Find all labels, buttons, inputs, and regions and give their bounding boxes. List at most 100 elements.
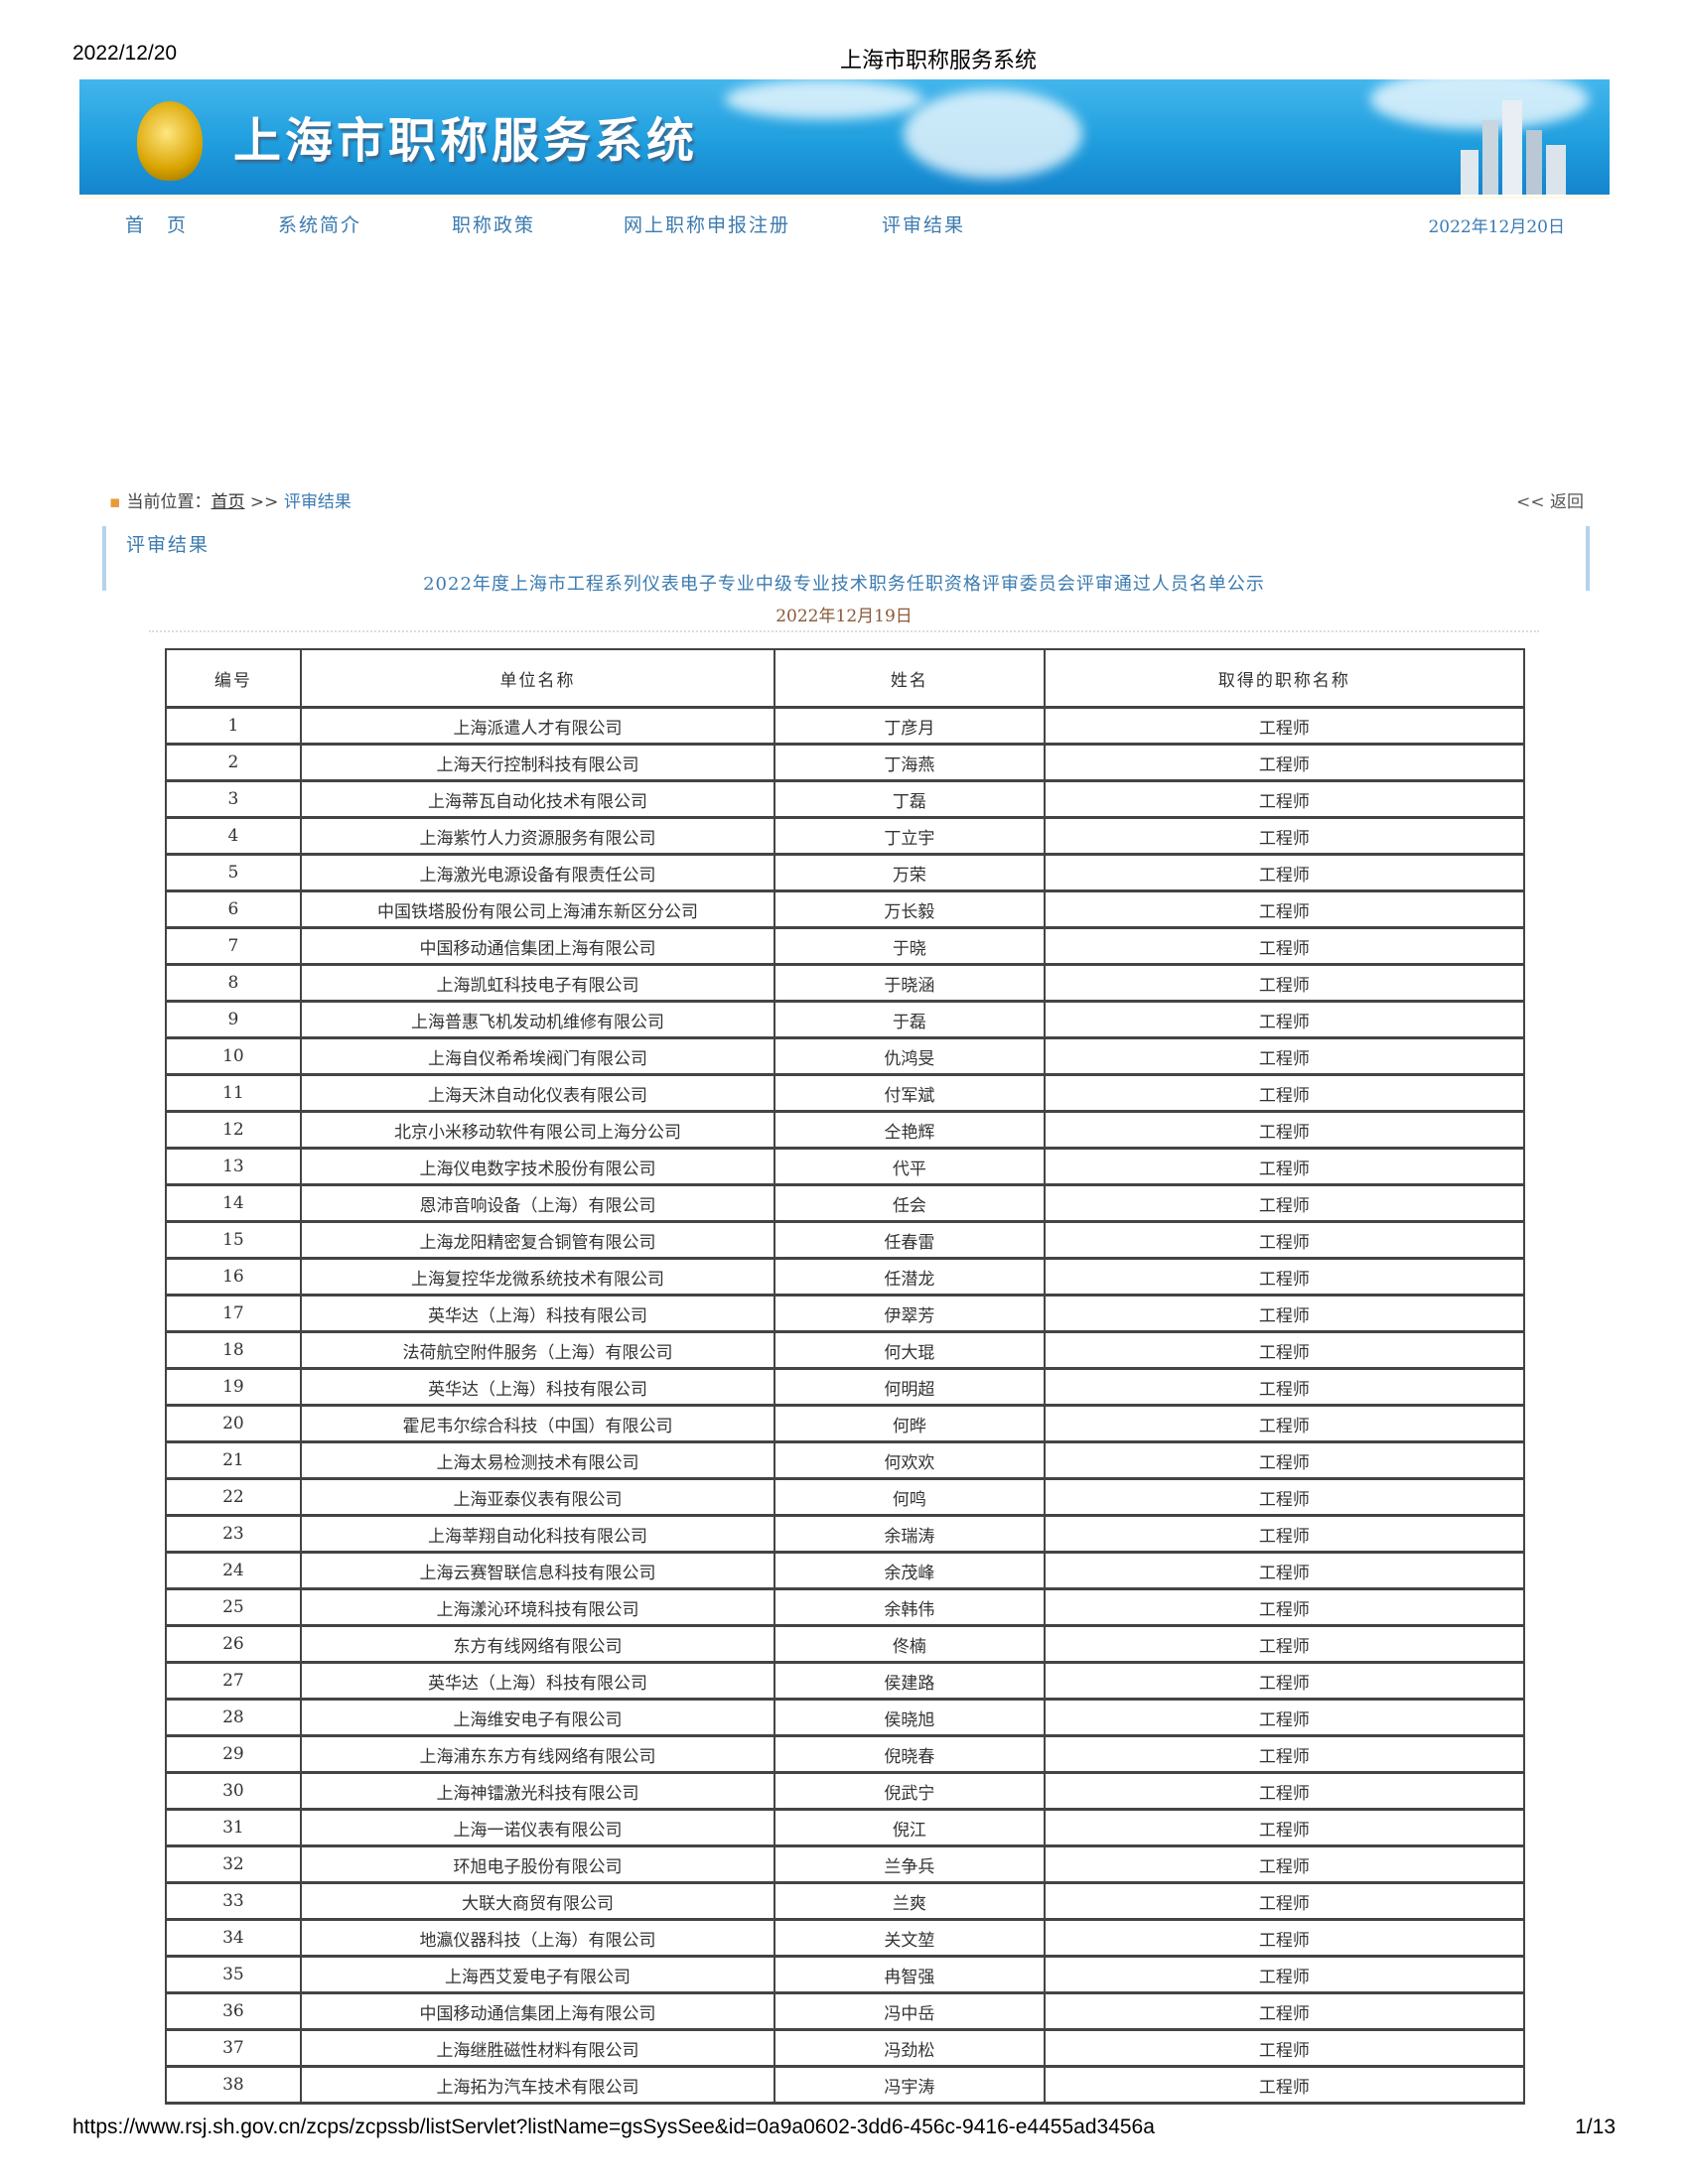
cell-name: 付军斌 [774, 1073, 1046, 1113]
dotted-divider [149, 630, 1539, 632]
cell-name: 万荣 [774, 853, 1046, 892]
cell-title: 工程师 [1043, 1844, 1526, 1884]
cell-number: 22 [165, 1477, 302, 1517]
cell-title: 工程师 [1043, 816, 1526, 856]
cell-company: 上海神镭激光科技有限公司 [299, 1771, 776, 1811]
cell-number: 13 [165, 1147, 302, 1186]
table-row: 10 上海自仪希希埃阀门有限公司 仇鸿旻 工程师 [165, 1036, 1526, 1076]
cell-title: 工程师 [1043, 1000, 1526, 1039]
cell-company: 上海紫竹人力资源服务有限公司 [299, 816, 776, 856]
table-row: 35 上海西艾爱电子有限公司 冉智强 工程师 [165, 1955, 1526, 1994]
cell-number: 37 [165, 2028, 302, 2068]
cell-company: 英华达（上海）科技有限公司 [299, 1367, 776, 1407]
cell-title: 工程师 [1043, 1551, 1526, 1590]
cell-company: 上海一诺仪表有限公司 [299, 1808, 776, 1847]
cell-company: 上海激光电源设备有限责任公司 [299, 853, 776, 892]
nav-home[interactable]: 首 页 [125, 214, 189, 236]
table-row: 14 恩沛音响设备（上海）有限公司 任会 工程师 [165, 1183, 1526, 1223]
cell-company: 上海天沐自动化仪表有限公司 [299, 1073, 776, 1113]
cell-name: 于磊 [774, 1000, 1046, 1039]
banner-title: 上海市职称服务系统 [233, 113, 699, 169]
header-name: 姓名 [774, 648, 1046, 709]
cell-company: 地瀛仪器科技（上海）有限公司 [299, 1918, 776, 1958]
table-row: 9 上海普惠飞机发动机维修有限公司 于磊 工程师 [165, 1000, 1526, 1039]
cell-name: 冯中岳 [774, 1991, 1046, 2031]
cell-number: 6 [165, 889, 302, 929]
cell-company: 上海凯虹科技电子有限公司 [299, 963, 776, 1003]
cell-name: 伊翠芳 [774, 1294, 1046, 1333]
table-header-row: 编号 单位名称 姓名 取得的职称名称 [165, 648, 1526, 709]
cell-title: 工程师 [1043, 1661, 1526, 1701]
nav-title-policy[interactable]: 职称政策 [452, 214, 536, 236]
breadcrumb-home-link[interactable]: 首页 [211, 492, 245, 512]
cell-title: 工程师 [1043, 1477, 1526, 1517]
cell-title: 工程师 [1043, 853, 1526, 892]
table-row: 19 英华达（上海）科技有限公司 何明超 工程师 [165, 1367, 1526, 1407]
cell-company: 上海莘翔自动化科技有限公司 [299, 1514, 776, 1554]
cell-name: 何欢欢 [774, 1440, 1046, 1480]
table-row: 3 上海蒂瓦自动化技术有限公司 丁磊 工程师 [165, 779, 1526, 819]
cell-name: 余韩伟 [774, 1587, 1046, 1627]
table-row: 11 上海天沐自动化仪表有限公司 付军斌 工程师 [165, 1073, 1526, 1113]
cell-name: 何大琨 [774, 1330, 1046, 1370]
table-row: 31 上海一诺仪表有限公司 倪江 工程师 [165, 1808, 1526, 1847]
nav-online-register[interactable]: 网上职称申报注册 [624, 214, 791, 236]
cell-name: 丁海燕 [774, 743, 1046, 782]
table-row: 16 上海复控华龙微系统技术有限公司 任潜龙 工程师 [165, 1257, 1526, 1297]
notice-title: 2022年度上海市工程系列仪表电子专业中级专业技术职务任职资格评审委员会评审通过… [423, 574, 1265, 595]
cell-company: 上海拓为汽车技术有限公司 [299, 2065, 776, 2105]
cell-company: 中国移动通信集团上海有限公司 [299, 926, 776, 966]
cell-name: 冯宇涛 [774, 2065, 1046, 2105]
cell-company: 中国铁塔股份有限公司上海浦东新区分公司 [299, 889, 776, 929]
nav-system-intro[interactable]: 系统简介 [278, 214, 362, 236]
table-row: 20 霍尼韦尔综合科技（中国）有限公司 何晔 工程师 [165, 1404, 1526, 1443]
cell-title: 工程师 [1043, 1183, 1526, 1223]
cell-number: 1 [165, 706, 302, 746]
header-title: 取得的职称名称 [1043, 648, 1526, 709]
cell-company: 英华达（上海）科技有限公司 [299, 1294, 776, 1333]
cell-number: 29 [165, 1734, 302, 1774]
table-row: 36 中国移动通信集团上海有限公司 冯中岳 工程师 [165, 1991, 1526, 2031]
back-link[interactable]: << 返回 [1516, 492, 1584, 512]
cell-name: 侯晓旭 [774, 1698, 1046, 1737]
cell-title: 工程师 [1043, 1257, 1526, 1297]
cell-number: 17 [165, 1294, 302, 1333]
cell-number: 38 [165, 2065, 302, 2105]
cell-name: 任潜龙 [774, 1257, 1046, 1297]
cell-title: 工程师 [1043, 1404, 1526, 1443]
cell-name: 任会 [774, 1183, 1046, 1223]
cell-title: 工程师 [1043, 926, 1526, 966]
cell-name: 丁立宇 [774, 816, 1046, 856]
cell-name: 兰争兵 [774, 1844, 1046, 1884]
cell-name: 何晔 [774, 1404, 1046, 1443]
cell-company: 环旭电子股份有限公司 [299, 1844, 776, 1884]
cell-name: 于晓 [774, 926, 1046, 966]
breadcrumb: ▪ 当前位置：首页 >> 评审结果 [109, 487, 352, 512]
nav-review-results[interactable]: 评审结果 [882, 214, 966, 236]
cell-company: 上海天行控制科技有限公司 [299, 743, 776, 782]
cell-number: 21 [165, 1440, 302, 1480]
cell-title: 工程师 [1043, 1073, 1526, 1113]
cell-company: 法荷航空附件服务（上海）有限公司 [299, 1330, 776, 1370]
cell-company: 上海蒂瓦自动化技术有限公司 [299, 779, 776, 819]
cell-company: 东方有线网络有限公司 [299, 1624, 776, 1664]
table-row: 23 上海莘翔自动化科技有限公司 余瑞涛 工程师 [165, 1514, 1526, 1554]
cell-name: 冉智强 [774, 1955, 1046, 1994]
header-company: 单位名称 [299, 648, 776, 709]
table-row: 4 上海紫竹人力资源服务有限公司 丁立宇 工程师 [165, 816, 1526, 856]
cell-company: 恩沛音响设备（上海）有限公司 [299, 1183, 776, 1223]
cell-number: 28 [165, 1698, 302, 1737]
cell-title: 工程师 [1043, 1330, 1526, 1370]
site-banner: 上海市职称服务系统 [79, 79, 1610, 195]
cell-number: 25 [165, 1587, 302, 1627]
table-row: 33 大联大商贸有限公司 兰爽 工程师 [165, 1881, 1526, 1921]
cell-name: 仝艳辉 [774, 1110, 1046, 1150]
cell-title: 工程师 [1043, 1367, 1526, 1407]
table-row: 2 上海天行控制科技有限公司 丁海燕 工程师 [165, 743, 1526, 782]
cell-name: 万长毅 [774, 889, 1046, 929]
cell-number: 32 [165, 1844, 302, 1884]
table-row: 21 上海太易检测技术有限公司 何欢欢 工程师 [165, 1440, 1526, 1480]
cell-number: 18 [165, 1330, 302, 1370]
content-panel [102, 526, 1590, 591]
table-row: 13 上海仪电数字技术股份有限公司 代平 工程师 [165, 1147, 1526, 1186]
